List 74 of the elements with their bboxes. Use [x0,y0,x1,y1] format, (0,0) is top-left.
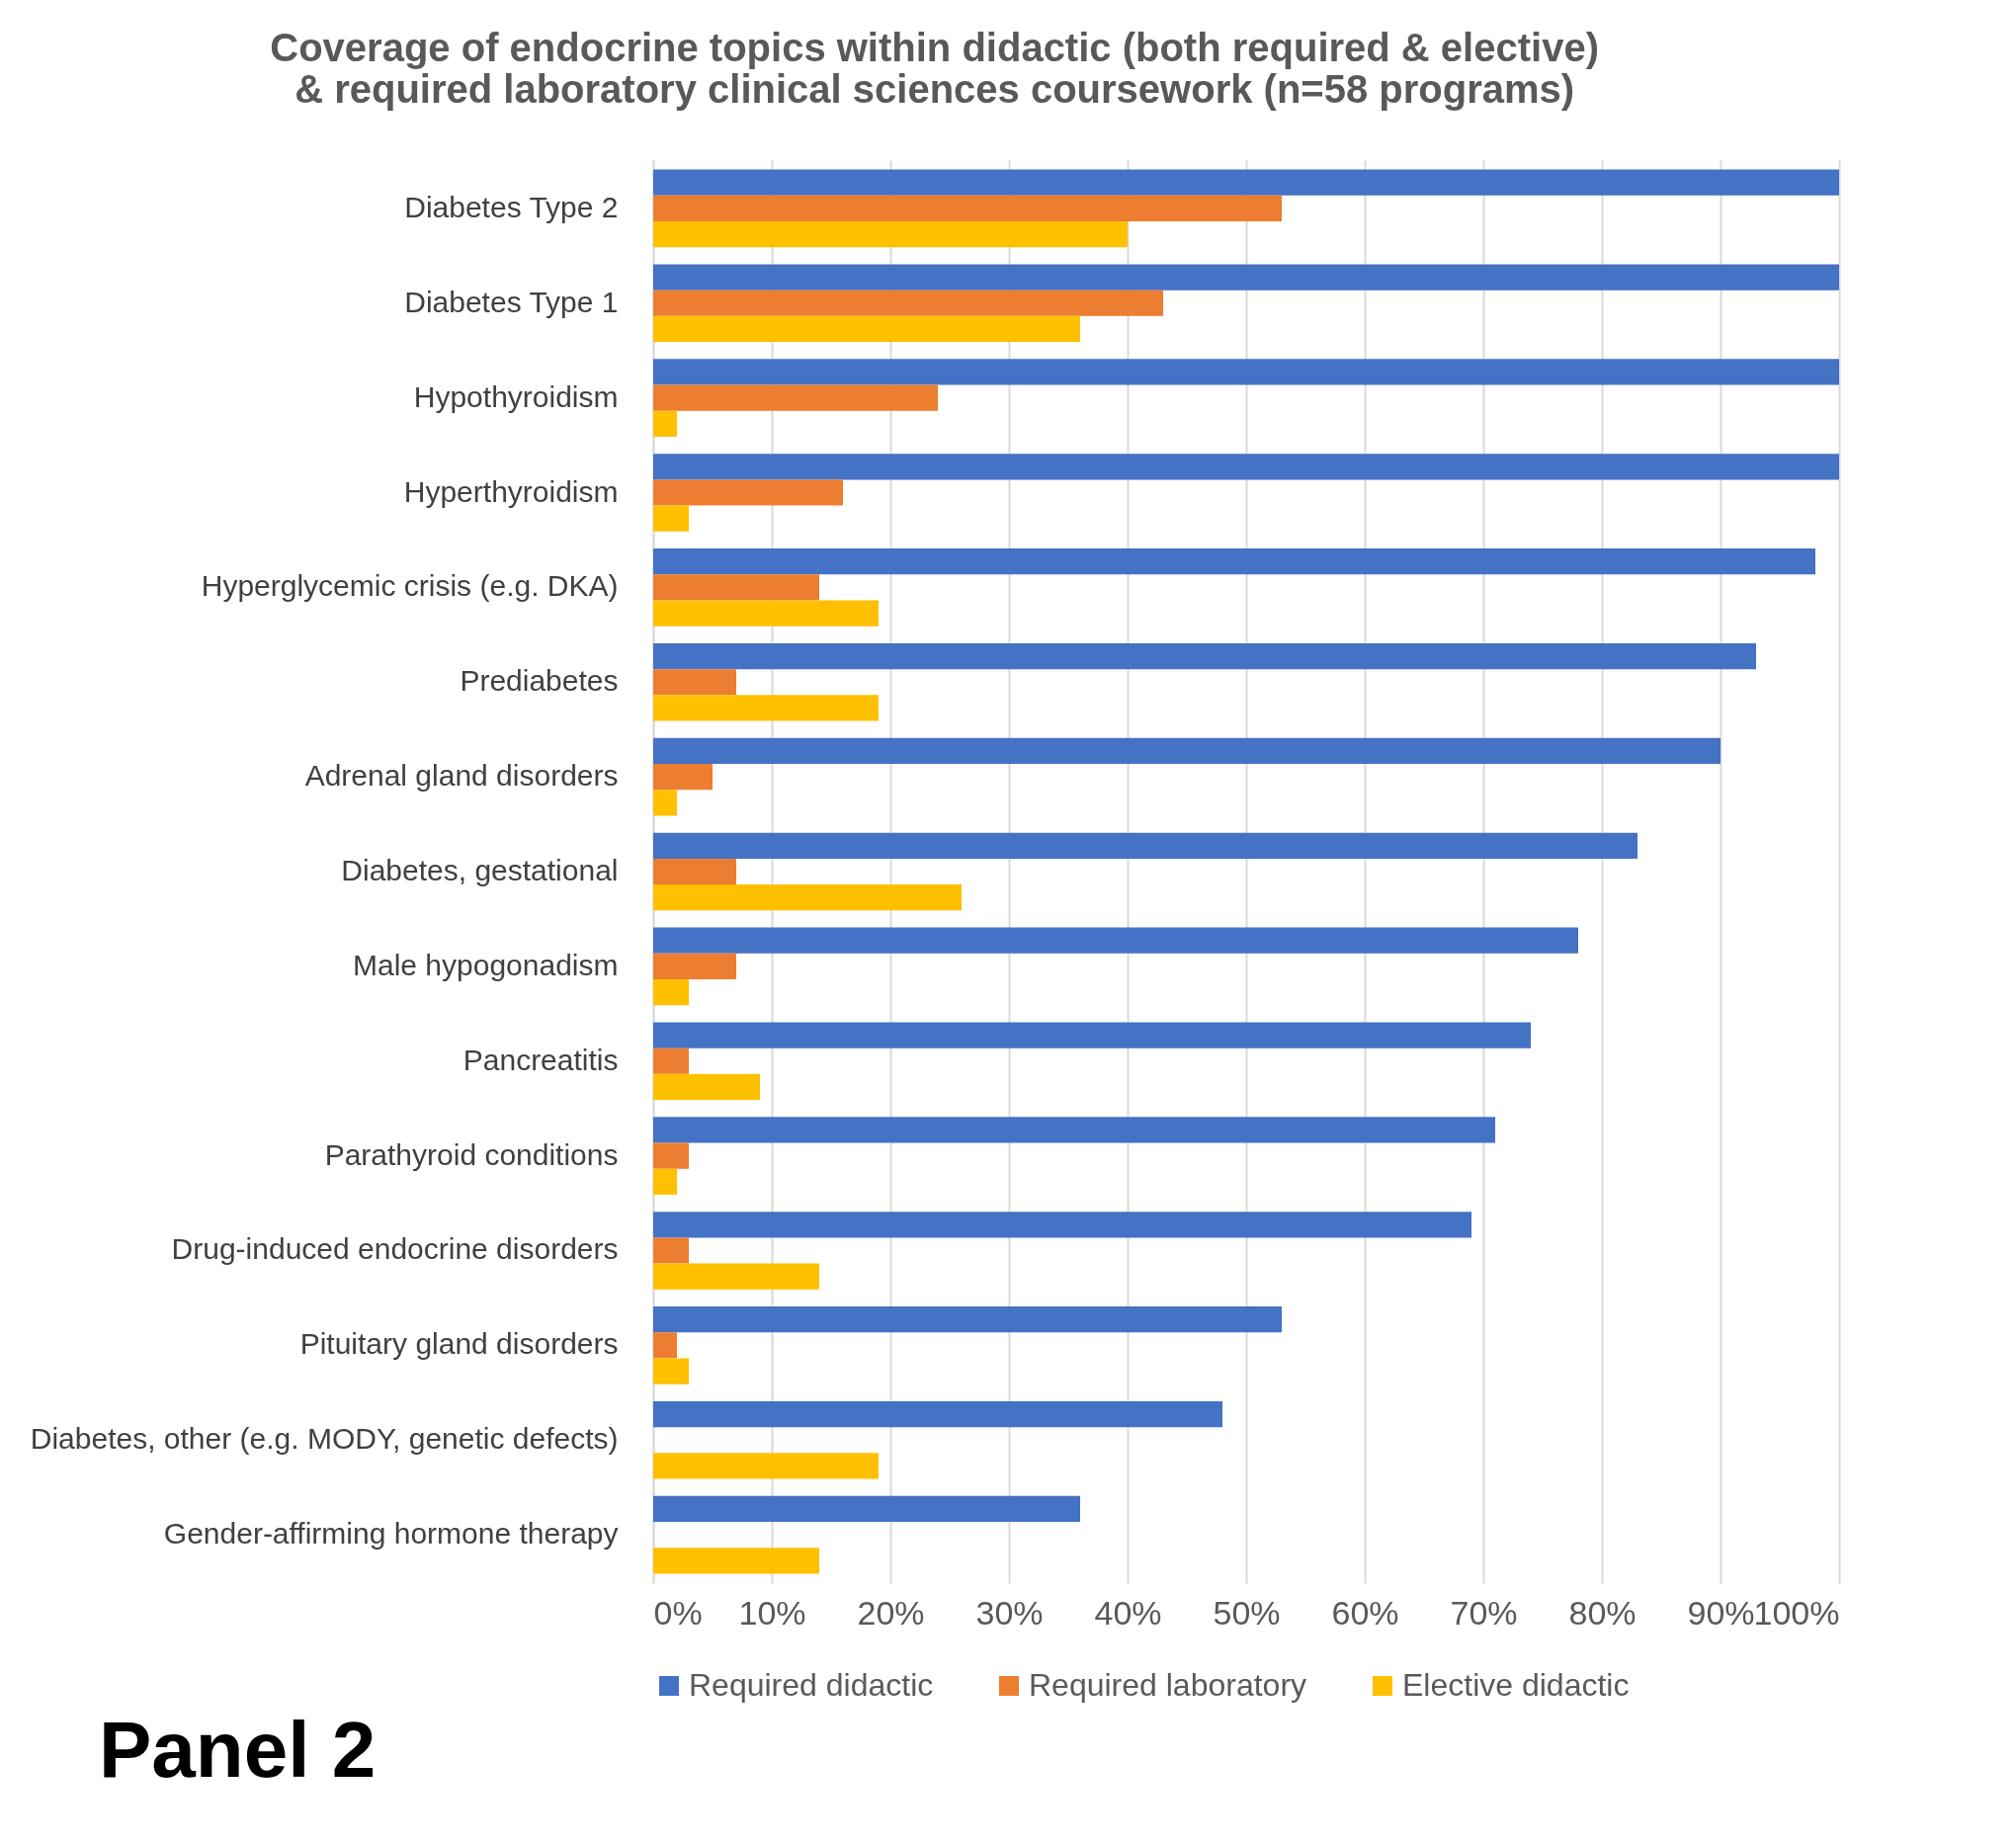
bar [653,600,879,627]
y-tick-label: Pituitary gland disorders [299,1327,619,1361]
x-tick-label: 30% [975,1593,1044,1632]
bar [653,195,1282,221]
chart-title: Coverage of endocrine topics within didactic (both required & elective) & required laboratory clinical sciences coursework (n=58 programs) [270,26,1599,111]
y-tick-label: Diabetes, other (e.g. MODY, genetic defects) [30,1422,619,1456]
bar [653,574,819,601]
bar [653,695,879,721]
x-tick-label: 60% [1331,1593,1399,1632]
y-tick-label: Male hypogonadism [353,948,619,981]
bar [653,1022,1531,1048]
x-tick-label: 80% [1568,1593,1637,1632]
bar [653,1306,1282,1333]
bar [653,359,1839,385]
y-tick-label: Parathyroid conditions [324,1137,619,1171]
bar [653,1263,819,1290]
bar [653,1495,1080,1522]
x-tick-label: 50% [1213,1593,1281,1632]
bar [653,410,677,437]
y-tick-label: Drug-induced endocrine disorders [171,1232,619,1266]
bar [653,1453,879,1479]
bar [653,315,1080,343]
bar [653,548,1815,575]
text: Panel 2 [99,1705,377,1796]
bar [653,884,962,911]
bar [653,1048,689,1074]
y-tick-label: Diabetes Type 1 [404,285,619,318]
y-tick-label: Diabetes Type 2 [404,190,619,223]
bar [653,264,1839,291]
x-tick-label: 10% [738,1593,806,1632]
y-tick-label: Hyperthyroidism [403,474,619,508]
bar [653,927,1578,954]
bar [653,669,736,696]
x-tick-label: 40% [1094,1593,1162,1632]
bar [653,221,1128,248]
bar [653,953,736,979]
bar [653,384,938,411]
y-tick-label: Pancreatitis [462,1043,619,1076]
x-tick-label: 90% [1687,1593,1755,1632]
bar [653,479,843,506]
bar [653,169,1839,196]
bar [653,1548,819,1574]
bar [653,1073,760,1101]
bar [653,1237,689,1264]
y-tick-label: Adrenal gland disorders [304,759,619,793]
bar [653,1168,677,1195]
legend-label: Elective didactic [1402,1667,1630,1703]
bar [653,858,736,885]
x-tick-label: 100% [1753,1593,1840,1632]
legend-label: Required didactic [689,1667,934,1703]
bar [653,737,1721,765]
bar [653,978,689,1006]
bar [653,505,689,532]
y-tick-label: Hypothyroidism [413,379,619,413]
y-tick-label: Gender-affirming hormone therapy [163,1517,619,1551]
bar [653,832,1638,859]
bar [653,454,1839,480]
bar [653,1212,1471,1238]
bar [653,1142,689,1169]
legend-label: Required laboratory [1029,1667,1307,1703]
y-tick-label: Prediabetes [460,664,619,698]
x-tick-label: 70% [1450,1593,1518,1632]
bar [653,1358,689,1384]
bar [653,1400,1222,1428]
y-tick-label: Diabetes, gestational [341,854,619,886]
bar [653,1117,1495,1143]
bar [653,642,1756,670]
x-tick-label: 0% [653,1593,703,1632]
bar [653,790,677,816]
bar [653,290,1163,316]
bar [653,764,713,791]
bar [653,1332,677,1359]
y-tick-label: Hyperglycemic crisis (e.g. DKA) [201,569,619,603]
x-tick-label: 20% [857,1593,925,1632]
